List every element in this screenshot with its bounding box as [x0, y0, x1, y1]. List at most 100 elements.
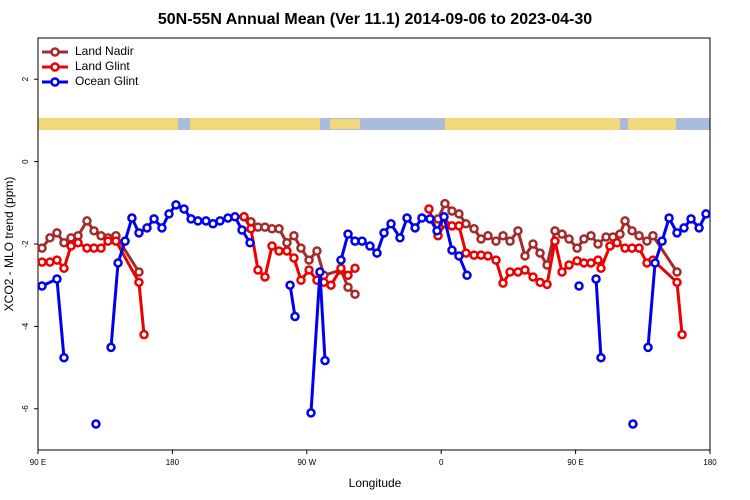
data-point — [372, 248, 382, 258]
data-point — [239, 212, 249, 222]
data-point — [379, 228, 389, 238]
y-tick-label: -6 — [21, 405, 30, 413]
chart-title: 50N-55N Annual Mean (Ver 11.1) 2014-09-0… — [158, 11, 592, 28]
data-point — [686, 214, 696, 224]
data-point — [164, 209, 174, 219]
data-point — [491, 255, 501, 265]
data-point — [550, 226, 560, 236]
data-point — [432, 226, 442, 236]
data-point — [246, 224, 256, 234]
data-point — [120, 236, 130, 246]
data-point — [672, 277, 682, 288]
x-tick-label: 180 — [166, 458, 180, 467]
data-point — [454, 251, 464, 261]
data-point — [557, 229, 567, 239]
data-point — [650, 258, 660, 268]
data-point — [596, 263, 606, 274]
data-point — [304, 255, 314, 265]
data-point — [296, 275, 306, 286]
data-point — [454, 221, 464, 231]
data-point — [253, 265, 263, 275]
data-point — [528, 239, 538, 249]
data-point — [111, 236, 121, 246]
data-point — [386, 219, 396, 229]
data-point — [498, 231, 508, 241]
data-point — [454, 209, 464, 219]
data-point — [230, 212, 240, 222]
data-point — [593, 255, 603, 265]
data-point — [447, 245, 457, 255]
data-point — [306, 408, 316, 418]
data-point — [59, 238, 69, 248]
data-point — [440, 198, 450, 209]
data-point — [425, 214, 435, 224]
data-point — [52, 255, 62, 265]
data-point — [483, 251, 493, 261]
data-point — [542, 279, 552, 290]
data-point — [290, 311, 300, 322]
data-point — [628, 419, 638, 429]
legend-swatch-marker — [50, 47, 60, 57]
data-point — [350, 263, 360, 274]
data-point — [82, 216, 92, 226]
x-tick-label: 180 — [703, 458, 717, 467]
data-point — [289, 231, 299, 241]
data-point — [142, 223, 152, 233]
data-point — [134, 228, 144, 238]
data-point — [357, 236, 367, 246]
data-point — [336, 263, 346, 274]
data-point — [343, 270, 353, 281]
data-point — [564, 234, 574, 244]
data-point — [73, 238, 83, 248]
data-point — [296, 243, 306, 253]
data-point — [59, 352, 69, 363]
data-point — [343, 229, 353, 239]
data-point — [505, 267, 515, 277]
data-point — [694, 223, 704, 233]
land-mask-strip — [38, 118, 710, 130]
data-point — [96, 243, 106, 253]
data-point — [267, 241, 277, 251]
data-point — [591, 274, 601, 284]
data-point — [483, 231, 493, 241]
legend-label: Ocean Glint — [75, 74, 139, 88]
data-point — [643, 342, 653, 353]
data-point — [343, 282, 353, 293]
data-point — [574, 281, 584, 291]
data-point — [149, 214, 159, 224]
data-point — [535, 248, 545, 258]
data-point — [326, 280, 336, 290]
data-point — [612, 238, 622, 248]
data-point — [282, 246, 292, 256]
data-point — [439, 212, 449, 222]
data-point — [679, 223, 689, 233]
data-point — [620, 216, 630, 226]
data-point — [672, 228, 682, 238]
data-point — [320, 355, 330, 366]
data-point — [520, 265, 530, 275]
data-point — [462, 270, 472, 281]
data-point — [237, 225, 247, 235]
data-point — [52, 228, 62, 238]
data-point — [365, 241, 375, 251]
y-tick-label: 0 — [21, 159, 30, 164]
data-point — [642, 236, 652, 246]
data-point — [491, 236, 501, 246]
data-point — [274, 224, 284, 234]
data-point — [657, 236, 667, 246]
data-point — [274, 246, 284, 256]
data-point — [677, 329, 687, 340]
x-axis-label: Longitude — [349, 476, 402, 490]
data-point — [179, 204, 189, 214]
data-point — [672, 267, 682, 277]
data-point — [605, 241, 615, 251]
data-point — [498, 278, 508, 288]
x-tick-label: 90 E — [30, 458, 46, 467]
data-point — [513, 226, 523, 236]
legend-swatch-marker — [50, 77, 60, 87]
data-point — [103, 236, 113, 246]
data-point — [312, 246, 322, 256]
y-tick-label: -4 — [21, 322, 30, 330]
data-point — [45, 233, 55, 243]
data-point — [315, 267, 325, 277]
